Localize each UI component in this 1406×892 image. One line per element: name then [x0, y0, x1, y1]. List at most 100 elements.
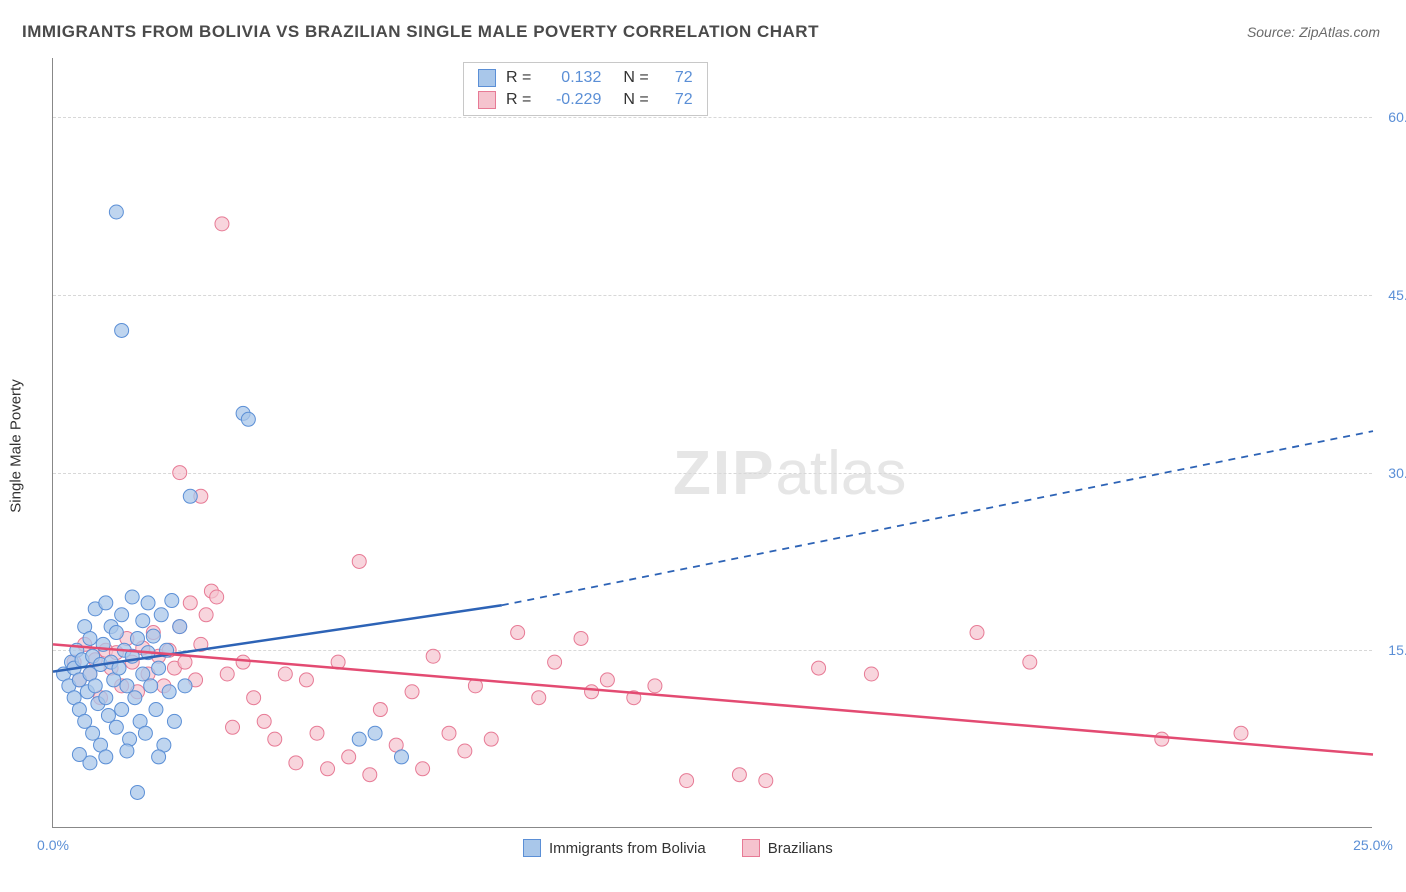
scatter-point	[99, 596, 113, 610]
scatter-point	[154, 608, 168, 622]
chart-title: IMMIGRANTS FROM BOLIVIA VS BRAZILIAN SIN…	[22, 22, 819, 42]
scatter-point	[167, 714, 181, 728]
scatter-point	[1234, 726, 1248, 740]
legend-item-bolivia: Immigrants from Bolivia	[523, 839, 706, 857]
scatter-point	[178, 655, 192, 669]
scatter-point	[173, 620, 187, 634]
scatter-point	[78, 714, 92, 728]
scatter-point	[109, 626, 123, 640]
scatter-point	[352, 732, 366, 746]
scatter-point	[141, 596, 155, 610]
scatter-point	[144, 679, 158, 693]
y-axis-title: Single Male Poverty	[8, 379, 25, 512]
scatter-point	[99, 691, 113, 705]
scatter-point	[732, 768, 746, 782]
y-tick-label: 30.0%	[1388, 465, 1406, 481]
scatter-point	[864, 667, 878, 681]
scatter-point	[257, 714, 271, 728]
n-value-brazil: 72	[663, 91, 693, 109]
scatter-point	[241, 412, 255, 426]
scatter-point	[373, 703, 387, 717]
legend-label-bolivia: Immigrants from Bolivia	[549, 840, 706, 857]
scatter-point	[532, 691, 546, 705]
chart-svg	[53, 58, 1372, 827]
scatter-point	[162, 685, 176, 699]
y-tick-label: 45.0%	[1388, 287, 1406, 303]
x-tick-label: 0.0%	[37, 837, 69, 853]
scatter-point	[511, 626, 525, 640]
trend-line	[502, 431, 1373, 605]
scatter-point	[128, 691, 142, 705]
scatter-point	[109, 720, 123, 734]
scatter-point	[247, 691, 261, 705]
scatter-point	[278, 667, 292, 681]
r-value-brazil: -0.229	[545, 91, 601, 109]
scatter-point	[136, 667, 150, 681]
source-attribution: Source: ZipAtlas.com	[1247, 24, 1380, 40]
scatter-point	[130, 631, 144, 645]
scatter-point	[136, 614, 150, 628]
scatter-point	[442, 726, 456, 740]
scatter-point	[648, 679, 662, 693]
n-label: N =	[623, 91, 648, 109]
scatter-point	[1023, 655, 1037, 669]
scatter-point	[585, 685, 599, 699]
scatter-point	[416, 762, 430, 776]
x-tick-label: 25.0%	[1353, 837, 1393, 853]
r-label: R =	[506, 91, 531, 109]
scatter-point	[99, 750, 113, 764]
scatter-point	[109, 205, 123, 219]
scatter-point	[152, 661, 166, 675]
plot-area: ZIPatlas 15.0%30.0%45.0%60.0% R = 0.132 …	[52, 58, 1372, 828]
scatter-point	[363, 768, 377, 782]
n-label: N =	[623, 69, 648, 87]
scatter-point	[199, 608, 213, 622]
scatter-point	[426, 649, 440, 663]
scatter-point	[146, 629, 160, 643]
scatter-point	[183, 489, 197, 503]
scatter-point	[149, 703, 163, 717]
swatch-bolivia	[478, 69, 496, 87]
scatter-point	[115, 703, 129, 717]
scatter-point	[458, 744, 472, 758]
scatter-point	[310, 726, 324, 740]
scatter-point	[394, 750, 408, 764]
scatter-point	[178, 679, 192, 693]
scatter-point	[215, 217, 229, 231]
scatter-point	[548, 655, 562, 669]
swatch-bolivia	[523, 839, 541, 857]
scatter-point	[680, 774, 694, 788]
scatter-point	[183, 596, 197, 610]
r-value-bolivia: 0.132	[545, 69, 601, 87]
scatter-point	[574, 631, 588, 645]
scatter-point	[120, 744, 134, 758]
scatter-point	[130, 785, 144, 799]
scatter-point	[342, 750, 356, 764]
scatter-point	[138, 726, 152, 740]
correlation-row-bolivia: R = 0.132 N = 72	[464, 67, 707, 89]
scatter-point	[368, 726, 382, 740]
legend-label-brazil: Brazilians	[768, 840, 833, 857]
scatter-point	[88, 679, 102, 693]
scatter-point	[405, 685, 419, 699]
y-tick-label: 60.0%	[1388, 109, 1406, 125]
scatter-point	[220, 667, 234, 681]
swatch-brazil	[478, 91, 496, 109]
scatter-point	[600, 673, 614, 687]
scatter-point	[484, 732, 498, 746]
scatter-point	[120, 679, 134, 693]
scatter-point	[152, 750, 166, 764]
scatter-point	[125, 590, 139, 604]
scatter-point	[321, 762, 335, 776]
n-value-bolivia: 72	[663, 69, 693, 87]
scatter-point	[165, 594, 179, 608]
scatter-point	[352, 554, 366, 568]
legend-item-brazil: Brazilians	[742, 839, 833, 857]
scatter-point	[83, 631, 97, 645]
scatter-point	[173, 466, 187, 480]
series-legend: Immigrants from Bolivia Brazilians	[523, 839, 833, 857]
scatter-point	[268, 732, 282, 746]
scatter-point	[289, 756, 303, 770]
swatch-brazil	[742, 839, 760, 857]
scatter-point	[299, 673, 313, 687]
